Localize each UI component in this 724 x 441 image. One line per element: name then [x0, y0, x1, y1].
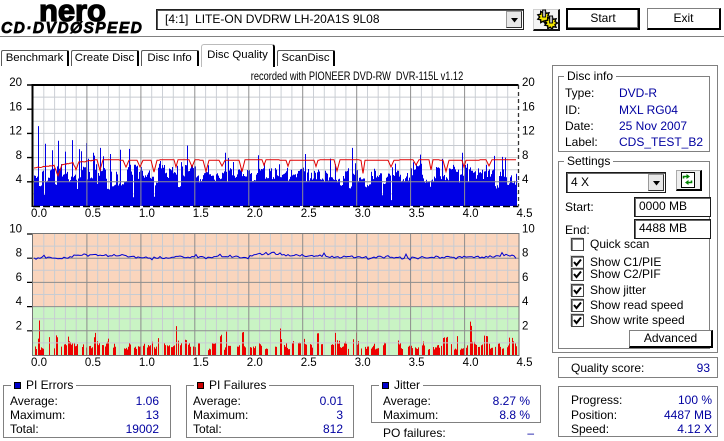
svg-text:20: 20 — [522, 77, 535, 89]
svg-text:8: 8 — [16, 248, 22, 260]
svg-text:2: 2 — [16, 320, 22, 332]
svg-text:3.0: 3.0 — [355, 208, 371, 220]
svg-text:8: 8 — [522, 248, 528, 260]
svg-text:1.0: 1.0 — [139, 208, 155, 220]
svg-text:20: 20 — [9, 77, 22, 89]
svg-text:3.5: 3.5 — [409, 357, 425, 369]
svg-text:0.5: 0.5 — [85, 208, 101, 220]
svg-text:2.5: 2.5 — [301, 357, 317, 369]
svg-text:0.0: 0.0 — [31, 357, 47, 369]
svg-text:16: 16 — [522, 101, 535, 113]
svg-text:3.0: 3.0 — [355, 357, 371, 369]
svg-text:2.0: 2.0 — [247, 357, 263, 369]
svg-text:4: 4 — [16, 174, 23, 186]
svg-text:4: 4 — [16, 296, 23, 308]
svg-text:6: 6 — [522, 272, 528, 284]
svg-text:2.5: 2.5 — [301, 208, 317, 220]
svg-text:4.0: 4.0 — [463, 357, 479, 369]
svg-text:1.5: 1.5 — [193, 357, 209, 369]
svg-text:4: 4 — [522, 174, 529, 186]
svg-text:12: 12 — [522, 126, 535, 138]
svg-text:6: 6 — [16, 272, 22, 284]
svg-text:12: 12 — [9, 126, 22, 138]
svg-text:10: 10 — [522, 224, 535, 236]
svg-text:8: 8 — [522, 150, 528, 162]
svg-text:4.5: 4.5 — [517, 357, 533, 369]
svg-text:3.5: 3.5 — [409, 208, 425, 220]
svg-text:2: 2 — [522, 320, 528, 332]
svg-text:8: 8 — [16, 150, 22, 162]
svg-text:1.5: 1.5 — [193, 208, 209, 220]
svg-text:1.0: 1.0 — [139, 357, 155, 369]
svg-text:4: 4 — [522, 296, 529, 308]
svg-text:16: 16 — [9, 101, 22, 113]
svg-text:0.0: 0.0 — [31, 208, 47, 220]
svg-text:4.0: 4.0 — [463, 208, 479, 220]
svg-text:10: 10 — [9, 224, 22, 236]
svg-text:2.0: 2.0 — [247, 208, 263, 220]
svg-text:0.5: 0.5 — [85, 357, 101, 369]
svg-text:4.5: 4.5 — [517, 208, 533, 220]
